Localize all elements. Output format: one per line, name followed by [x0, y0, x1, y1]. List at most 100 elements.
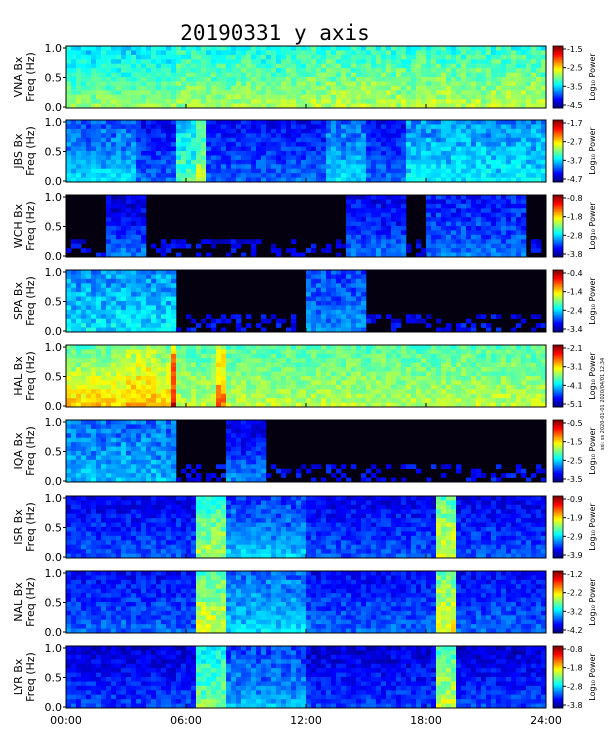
spectrogram-cell: [271, 146, 277, 152]
spectrogram-cell: [501, 46, 507, 51]
spectrogram-cell: [171, 59, 177, 65]
spectrogram-cell: [481, 137, 487, 143]
spectrogram-cell: [346, 221, 352, 227]
colorbar-step: [553, 70, 563, 73]
spectrogram-cell: [376, 54, 382, 60]
spectrogram-cell: [221, 81, 227, 87]
spectrogram-cell: [301, 168, 307, 174]
spectrogram-cell: [191, 393, 197, 399]
spectrogram-cell: [236, 72, 242, 78]
spectrogram-cell: [251, 358, 257, 364]
spectrogram-cell: [201, 46, 207, 51]
spectrogram-cell: [166, 120, 172, 125]
spectrogram-cell: [86, 159, 92, 165]
spectrogram-cell: [216, 50, 222, 56]
spectrogram-cell: [146, 327, 152, 332]
spectrogram-cell: [486, 248, 492, 253]
spectrogram-cell: [86, 296, 92, 302]
spectrogram-cell: [196, 50, 202, 56]
spectrogram-cell: [476, 230, 482, 236]
spectrogram-cell: [286, 81, 292, 87]
spectrogram-cell: [201, 146, 207, 152]
spectrogram-cell: [231, 353, 237, 359]
spectrogram-cell: [71, 314, 77, 320]
spectrogram-cell: [96, 345, 102, 350]
spectrogram-cell: [296, 63, 302, 69]
spectrogram-cell: [271, 128, 277, 134]
spectrogram-cell: [316, 353, 322, 359]
spectrogram-cell: [151, 314, 157, 320]
spectrogram-cell: [126, 217, 132, 222]
spectrogram-cell: [121, 353, 127, 359]
spectrogram-cell: [66, 168, 72, 174]
spectrogram-cell: [91, 50, 97, 56]
spectrogram-cell: [226, 151, 232, 156]
spectrogram-cell: [511, 173, 517, 178]
spectrogram-cell: [171, 283, 177, 289]
spectrogram-cell: [76, 393, 82, 399]
spectrogram-cell: [311, 283, 317, 289]
spectrogram-cell: [451, 94, 457, 100]
spectrogram-cell: [121, 137, 127, 143]
spectrogram-cell: [361, 287, 367, 293]
spectrogram-cell: [236, 68, 242, 73]
spectrogram-cell: [181, 137, 187, 143]
spectrogram-cell: [231, 146, 237, 152]
spectrogram-cell: [291, 94, 297, 100]
spectrogram-cell: [256, 77, 262, 82]
spectrogram-cell: [166, 142, 172, 147]
spectrogram-cell: [391, 103, 397, 108]
spectrogram-cell: [146, 362, 152, 368]
spectrogram-cell: [176, 50, 182, 56]
spectrogram-cell: [216, 159, 222, 165]
spectrogram-cell: [411, 68, 417, 73]
spectrogram-cell: [131, 203, 137, 209]
spectrogram-cell: [241, 353, 247, 359]
spectrogram-cell: [81, 68, 87, 73]
spectrogram-cell: [221, 120, 227, 125]
spectrogram-cell: [96, 358, 102, 364]
spectrogram-cell: [301, 389, 307, 395]
spectrogram-cell: [311, 398, 317, 403]
spectrogram-cell: [386, 226, 392, 231]
spectrogram-cell: [101, 146, 107, 152]
spectrogram-cell: [66, 380, 72, 386]
spectrogram-cell: [316, 398, 322, 403]
spectrogram-cell: [151, 345, 157, 350]
spectrogram-cell: [336, 137, 342, 143]
spectrogram-cell: [521, 221, 527, 227]
spectrogram-cell: [161, 345, 167, 350]
spectrogram-cell: [346, 327, 352, 332]
spectrogram-cell: [301, 133, 307, 139]
spectrogram-cell: [351, 81, 357, 87]
spectrogram-cell: [501, 94, 507, 100]
y-tick-label: 1.0: [45, 42, 63, 55]
spectrogram-cell: [531, 133, 537, 139]
spectrogram-cell: [416, 133, 422, 139]
spectrogram-cell: [321, 398, 327, 403]
spectrogram-cell: [506, 234, 512, 240]
spectrogram-cell: [191, 367, 197, 372]
spectrogram-cell: [251, 164, 257, 170]
spectrogram-cell: [416, 164, 422, 170]
spectrogram-cell: [171, 292, 177, 297]
spectrogram-cell: [531, 124, 537, 130]
spectrogram-cell: [291, 133, 297, 139]
spectrogram-cell: [251, 398, 257, 403]
spectrogram-cell: [276, 103, 282, 108]
spectrogram-cell: [476, 243, 482, 249]
spectrogram-cell: [446, 99, 452, 104]
spectrogram-cell: [511, 234, 517, 240]
spectrogram-cell: [341, 349, 347, 355]
spectrogram-cell: [321, 367, 327, 372]
spectrogram-cell: [161, 59, 167, 65]
spectrogram-cell: [66, 274, 72, 280]
spectrogram-cell: [451, 68, 457, 73]
spectrogram-cell: [441, 68, 447, 73]
spectrogram-cell: [491, 234, 497, 240]
colorbar-step: [553, 204, 563, 207]
spectrogram-cell: [251, 151, 257, 156]
spectrogram-cell: [181, 120, 187, 125]
spectrogram-cell: [121, 226, 127, 231]
spectrogram-cell: [126, 296, 132, 302]
